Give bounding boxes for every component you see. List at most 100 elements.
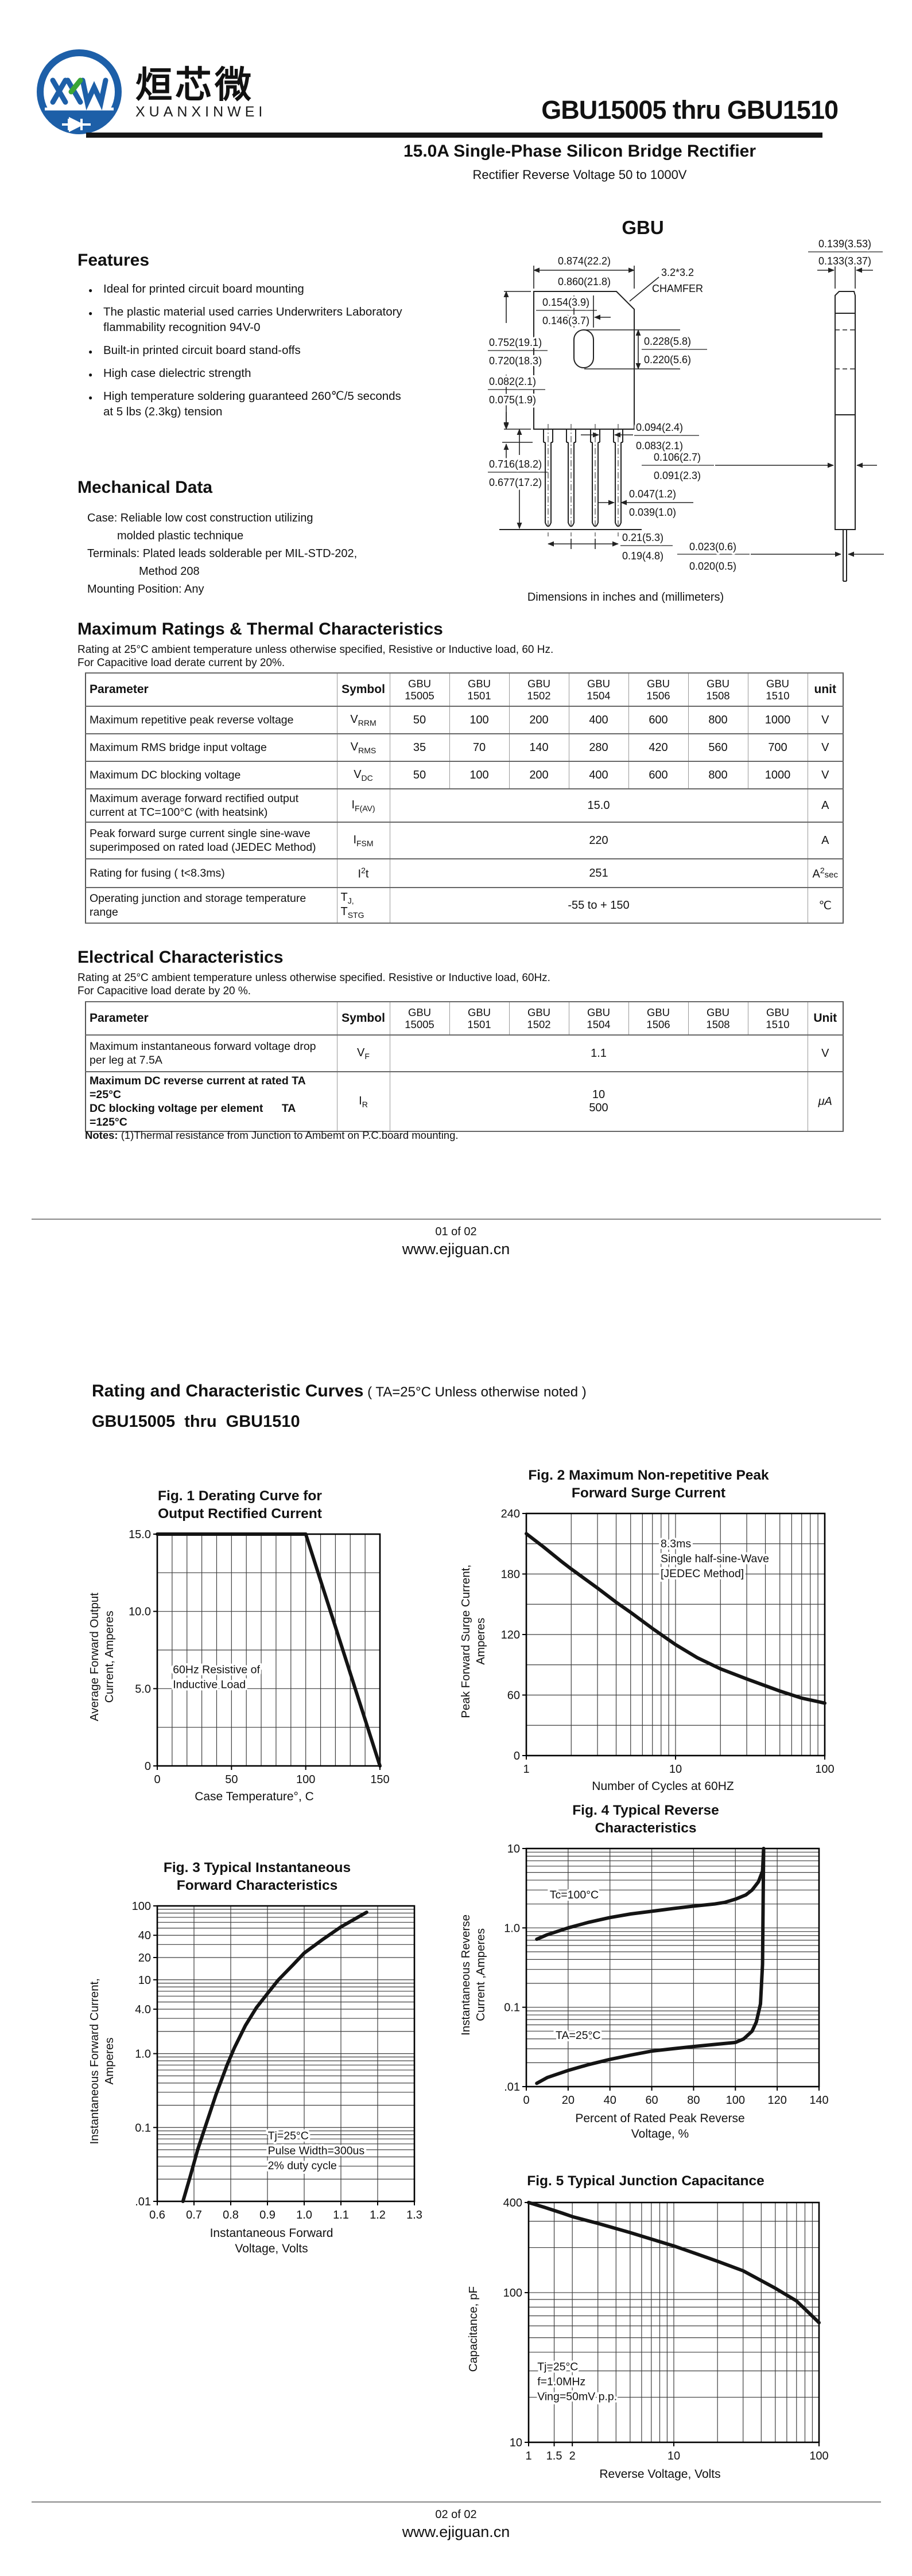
svg-text:Tj=25°C: Tj=25°C <box>537 2361 578 2373</box>
svg-text:1.0: 1.0 <box>296 2209 312 2221</box>
feature-item: Built-in printed circuit board stand-off… <box>86 343 430 360</box>
dim-leadw-top: 0.047(1.2) <box>629 488 676 500</box>
dim-standoff-bottom: 0.075(1.9) <box>489 394 536 406</box>
col-unit: Unit <box>807 1001 844 1036</box>
dim-leadth-bottom: 0.020(0.5) <box>689 561 736 572</box>
fig3-chart: Tj=25°C Pulse Width=300us 2% duty cycle 0.6… <box>132 1900 422 2221</box>
svg-text:100: 100 <box>296 1773 315 1786</box>
svg-text:1.0: 1.0 <box>135 2048 151 2061</box>
dim-width-top: 0.874(22.2) <box>558 255 611 267</box>
svg-text:2: 2 <box>569 2450 576 2462</box>
dim-width-bottom: 0.860(21.8) <box>558 276 611 287</box>
svg-text:240: 240 <box>501 1508 520 1520</box>
mechanical-data: Case: Reliable low cost construction uti… <box>87 509 357 598</box>
svg-text:.01: .01 <box>135 2196 151 2208</box>
footer-rule <box>32 2501 881 2503</box>
svg-text:1.5: 1.5 <box>546 2450 562 2462</box>
package-outline <box>499 291 856 582</box>
table-row: Maximum instantaneous forward voltage dr… <box>85 1034 844 1072</box>
svg-text:40: 40 <box>138 1929 151 1942</box>
fig5-chart: Tj=25°C f=1.0MHz Ving=50mV p.p. 1 1.5 2 10 100 1… <box>503 2197 829 2462</box>
col-model: GBU 15005 <box>389 1001 450 1036</box>
svg-text:1.1: 1.1 <box>333 2209 349 2221</box>
feature-item: High temperature soldering guaranteed 26… <box>86 388 402 419</box>
package-name: GBU <box>622 217 664 238</box>
svg-text:100: 100 <box>132 1900 151 1913</box>
table-row: Operating junction and storage temperatu… <box>85 887 844 924</box>
svg-text:1.3: 1.3 <box>406 2209 422 2221</box>
svg-text:100: 100 <box>815 1763 834 1776</box>
col-model: GBU 1501 <box>449 1001 510 1036</box>
svg-text:60: 60 <box>507 1690 520 1702</box>
svg-text:120: 120 <box>501 1629 520 1641</box>
dim-thick-bottom: 0.133(3.37) <box>818 255 871 267</box>
svg-text:100: 100 <box>503 2287 522 2299</box>
fig3-title: Fig. 3 Typical Instantaneous Forward Cha… <box>163 1860 351 1893</box>
svg-text:20: 20 <box>138 1952 151 1964</box>
table-row: Maximum average forward rectified output… <box>85 788 844 823</box>
feature-item: Ideal for printed circuit board mounting <box>86 281 430 298</box>
chamfer-size: 3.2*3.2 <box>661 267 694 278</box>
dim-hole-bottom: 0.220(5.6) <box>644 354 691 365</box>
footer-rule <box>32 1219 881 1220</box>
dim-height-top: 0.752(19.1) <box>489 337 542 348</box>
max-ratings-table: Parameter Symbol GBU 15005 GBU 1501 GBU 150… <box>85 672 844 924</box>
dimensions-caption: Dimensions in inches and (millimeters) <box>527 591 724 604</box>
page-number: 01 of 02 <box>435 1225 477 1238</box>
table-row: Maximum DC reverse current at rated TA =… <box>85 1071 844 1132</box>
col-model: GBU 1508 <box>688 1001 748 1036</box>
svg-text:.01: .01 <box>504 2081 520 2094</box>
svg-text:0.1: 0.1 <box>135 2122 151 2134</box>
fig2-surge-current: Fig. 2 Maximum Non-repetitive Peak Forwa… <box>456 1466 841 1794</box>
svg-text:1: 1 <box>523 1763 529 1776</box>
fig4-chart: Tc=100°C TA=25°C 0 20 40 60 80 100 120 140 .01 0.1 1… <box>504 1843 829 2107</box>
col-model: GBU 1502 <box>509 672 569 707</box>
fig5-x-axis-label: Reverse Voltage, Volts <box>599 2468 721 2481</box>
fig1-y-axis-label: Average Forward Output Current, Amperes <box>88 1592 116 1722</box>
dimension-lines <box>502 266 884 557</box>
svg-text:Single half-sine-Wave: Single half-sine-Wave <box>661 1552 769 1565</box>
col-model: GBU 1502 <box>509 1001 569 1036</box>
fig2-title: Fig. 2 Maximum Non-repetitive Peak Forwa… <box>528 1468 769 1501</box>
dim-leadlen-bottom: 0.677(17.2) <box>489 477 542 488</box>
col-model: GBU 1510 <box>747 1001 808 1036</box>
website-link[interactable]: www.ejiguan.cn <box>402 2523 510 2540</box>
table-row: Peak forward surge current single sine-w… <box>85 822 844 859</box>
dim-tab-top: 0.106(2.7) <box>654 452 701 463</box>
dim-leadlen-top: 0.716(18.2) <box>489 458 542 470</box>
dim-holeoff-top: 0.154(3.9) <box>542 297 589 308</box>
col-model: GBU 1504 <box>568 1001 629 1036</box>
fig4-y-axis-label: Instantaneous Reverse Current ,Amperes <box>459 1915 487 2036</box>
mech-line: Mounting Position: Any <box>87 583 204 596</box>
svg-text:0.1: 0.1 <box>504 2002 520 2014</box>
dim-hole-top: 0.228(5.8) <box>644 336 691 347</box>
svg-text:Pulse Width=300us: Pulse Width=300us <box>268 2145 365 2157</box>
fig3-y-axis-label: Instantaneous Forward Current, Amperes <box>88 1978 116 2145</box>
svg-text:140: 140 <box>809 2094 828 2107</box>
electrical-cond2: For Capacitive load derate by 20 %. <box>77 985 251 997</box>
website-link[interactable]: www.ejiguan.cn <box>402 1240 510 1258</box>
col-unit: unit <box>807 672 844 707</box>
dim-holeoff-bottom: 0.146(3.7) <box>542 315 589 326</box>
max-ratings-cond2: For Capacitive load derate current by 20… <box>77 657 285 669</box>
svg-text:f=1.0MHz: f=1.0MHz <box>537 2376 585 2388</box>
dim-pitch-bottom: 0.19(4.8) <box>622 550 663 562</box>
svg-text:0.9: 0.9 <box>259 2209 275 2221</box>
fig5-title: Fig. 5 Typical Junction Capacitance <box>527 2173 764 2189</box>
col-symbol: Symbol <box>336 672 390 707</box>
brand-name-cn: 烜芯微 <box>135 64 254 106</box>
dim-gap-bottom: 0.083(2.1) <box>636 440 683 452</box>
svg-text:15.0: 15.0 <box>129 1528 151 1541</box>
mech-line: Method 208 <box>139 565 200 578</box>
svg-text:10: 10 <box>138 1974 151 1987</box>
svg-text:180: 180 <box>501 1569 520 1581</box>
svg-text:Inductive Load: Inductive Load <box>173 1678 246 1691</box>
features-heading: Features <box>77 251 150 270</box>
svg-text:Tc=100°C: Tc=100°C <box>550 1889 599 1901</box>
title-rule <box>86 133 822 138</box>
col-model: GBU 15005 <box>389 672 450 707</box>
fig5-junction-capacitance: Fig. 5 Typical Junction Capacitance Capa… <box>456 2172 835 2482</box>
dim-standoff-top: 0.082(2.1) <box>489 376 536 387</box>
page-subtitle: 15.0A Single-Phase Silicon Bridge Rectif… <box>403 142 756 161</box>
svg-text:0: 0 <box>145 1760 151 1773</box>
